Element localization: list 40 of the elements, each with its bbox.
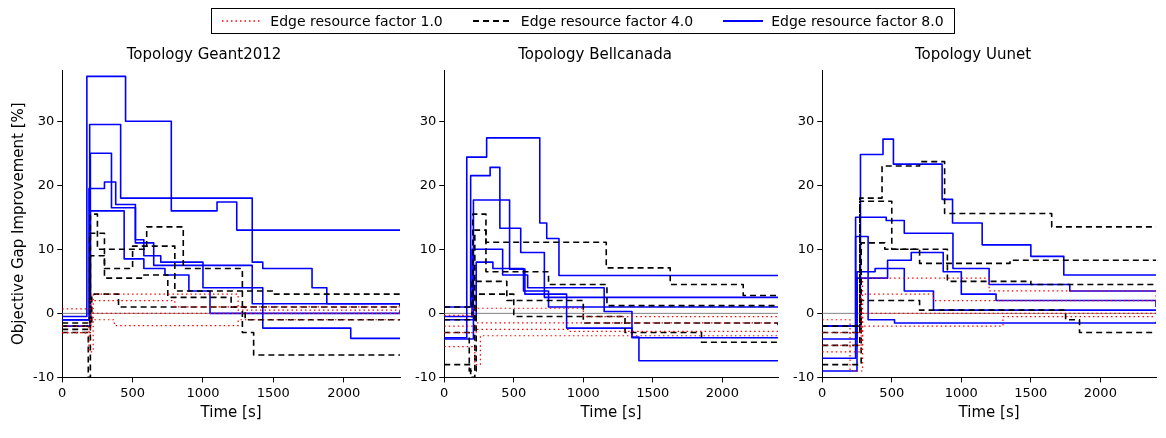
x-tick-label: 0 bbox=[440, 384, 449, 400]
x-tick-label: 2000 bbox=[327, 384, 361, 400]
x-axis-title: Time [s] bbox=[957, 402, 1020, 421]
legend-label: Edge resource factor 1.0 bbox=[270, 13, 443, 29]
y-tick-label: 20 bbox=[37, 176, 55, 192]
x-tick-label: 1500 bbox=[636, 384, 670, 400]
y-tick-label: 0 bbox=[45, 304, 55, 320]
x-tick-label: 500 bbox=[501, 384, 527, 400]
x-tick-label: 1000 bbox=[186, 384, 220, 400]
chart-title: Topology Bellcanada bbox=[517, 44, 672, 63]
legend-label: Edge resource factor 4.0 bbox=[520, 13, 694, 29]
x-axis-title: Time [s] bbox=[199, 402, 262, 421]
y-tick-label: 30 bbox=[419, 112, 437, 128]
legend-label: Edge resource factor 8.0 bbox=[771, 13, 944, 29]
x-tick-label: 1000 bbox=[944, 384, 978, 400]
chart-title: Topology Geant2012 bbox=[125, 44, 282, 63]
y-tick-label: 10 bbox=[37, 240, 55, 256]
y-tick-label: 30 bbox=[37, 112, 55, 128]
y-tick-label: 10 bbox=[419, 240, 437, 256]
x-tick-label: 1500 bbox=[256, 384, 290, 400]
x-tick-label: 500 bbox=[879, 384, 905, 400]
y-tick-label: -10 bbox=[415, 368, 437, 384]
x-tick-label: 2000 bbox=[1083, 384, 1117, 400]
chart-title: Topology Uunet bbox=[913, 44, 1032, 63]
y-axis-title: Objective Gap Improvement [%] bbox=[8, 102, 27, 346]
x-tick-label: 0 bbox=[818, 384, 827, 400]
x-tick-label: 1000 bbox=[566, 384, 600, 400]
y-tick-label: 20 bbox=[797, 176, 815, 192]
y-tick-label: 0 bbox=[805, 304, 815, 320]
y-tick-label: -10 bbox=[33, 368, 55, 384]
y-tick-label: 20 bbox=[419, 176, 437, 192]
y-tick-label: 0 bbox=[427, 304, 437, 320]
y-tick-label: -10 bbox=[793, 368, 815, 384]
y-tick-label: 10 bbox=[797, 240, 815, 256]
x-axis-title: Time [s] bbox=[579, 402, 642, 421]
x-tick-label: 0 bbox=[58, 384, 67, 400]
x-tick-label: 1500 bbox=[1014, 384, 1048, 400]
x-tick-label: 500 bbox=[120, 384, 146, 400]
x-tick-label: 2000 bbox=[705, 384, 739, 400]
y-tick-label: 30 bbox=[797, 112, 815, 128]
